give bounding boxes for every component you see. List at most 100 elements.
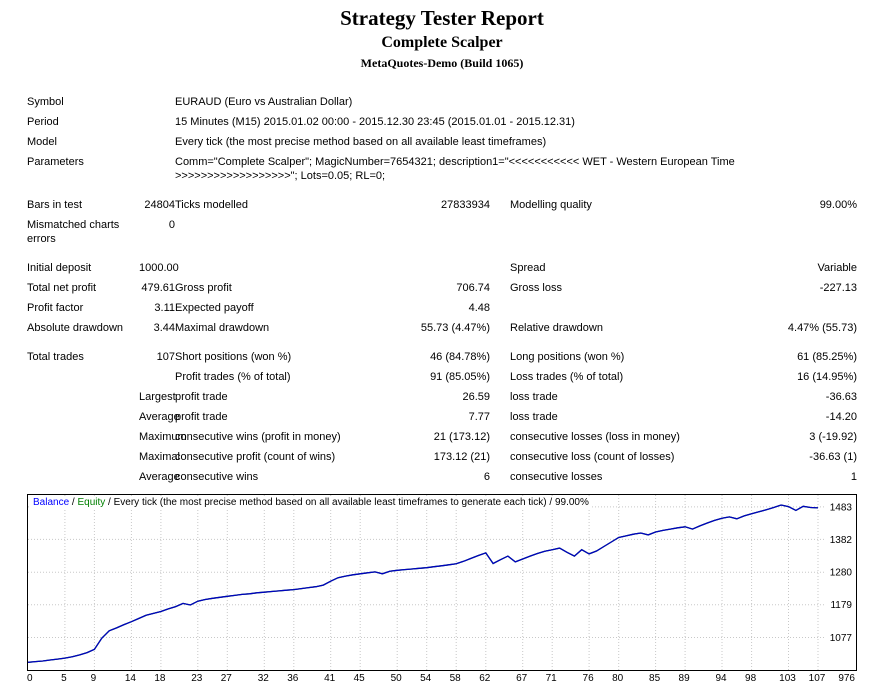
y-axis-label: 1483 bbox=[830, 502, 853, 513]
stat-value: 16 (14.95%) bbox=[797, 371, 857, 383]
x-axis-label: 9 bbox=[90, 673, 97, 684]
stat-value: 61 (85.25%) bbox=[797, 351, 857, 363]
x-axis-label: 14 bbox=[124, 673, 136, 684]
info-row: Symbol EURAUD (Euro vs Australian Dollar) bbox=[27, 92, 857, 112]
info-table: Symbol EURAUD (Euro vs Australian Dollar)… bbox=[27, 92, 857, 186]
x-axis-label: 80 bbox=[612, 673, 624, 684]
stats-row: Profit factor 3.11 Expected payoff 4.48 bbox=[27, 298, 857, 318]
stat-label: consecutive losses bbox=[510, 471, 603, 483]
y-axis-label: 1280 bbox=[830, 568, 853, 579]
report-title: Strategy Tester Report bbox=[340, 6, 544, 30]
stat-label: Relative drawdown bbox=[510, 322, 603, 334]
stats-table-body: Bars in test 24804 Ticks modelled 27833934 M… bbox=[27, 195, 857, 487]
stats-row: Average profit trade 7.77 loss trade -14.20 bbox=[27, 407, 857, 427]
stats-row: Total trades 107 Short positions (won %) 46… bbox=[27, 347, 857, 367]
info-value: Comm="Complete Scalper"; MagicNumber=765… bbox=[175, 156, 735, 182]
stat-value: 1 bbox=[850, 471, 857, 483]
stat-value: -14.20 bbox=[825, 411, 857, 423]
series-line-balance bbox=[28, 504, 819, 663]
x-axis-label: 62 bbox=[479, 673, 491, 684]
stat-label: consecutive profit (count of wins) bbox=[175, 451, 336, 463]
stat-value: 6 bbox=[483, 471, 490, 483]
stats-spacer-row bbox=[27, 338, 857, 347]
stat-label: Maximal drawdown bbox=[175, 322, 270, 334]
stat-label: Gross profit bbox=[175, 282, 232, 294]
stat-label: Ticks modelled bbox=[175, 199, 248, 211]
stat-value bbox=[690, 298, 857, 318]
stat-label: Profit factor bbox=[27, 302, 84, 314]
stat-value: 21 (173.12) bbox=[433, 431, 490, 443]
stat-value: 706.74 bbox=[456, 282, 490, 294]
y-label-bg bbox=[825, 500, 855, 512]
stat-label: loss trade bbox=[510, 411, 558, 423]
legend-description: Every tick (the most precise method base… bbox=[113, 497, 589, 508]
stat-value: 1000.00 bbox=[139, 262, 179, 274]
stats-row: Average consecutive wins 6 consecutive loss… bbox=[27, 467, 857, 487]
x-axis-label: 0 bbox=[27, 673, 33, 684]
y-axis-label: 1179 bbox=[830, 600, 852, 611]
balance-chart: Balance / Equity / Every tick (the most … bbox=[27, 494, 857, 671]
stat-label: Expected payoff bbox=[175, 302, 254, 314]
x-axis-label: 89 bbox=[678, 673, 690, 684]
x-axis-label: 98 bbox=[745, 673, 757, 684]
stat-label: profit trade bbox=[175, 391, 228, 403]
info-label: Parameters bbox=[27, 156, 84, 168]
x-axis-label: 50 bbox=[390, 673, 402, 684]
stats-row: Maximum consecutive wins (profit in money… bbox=[27, 427, 857, 447]
stat-label bbox=[175, 215, 345, 249]
legend-separator-2: / bbox=[105, 497, 114, 508]
stat-label: Initial deposit bbox=[27, 262, 92, 274]
x-axis-label: 76 bbox=[582, 673, 594, 684]
stat-label: Bars in test bbox=[27, 199, 83, 211]
stat-label: Total net profit bbox=[27, 282, 97, 294]
stat-label bbox=[27, 387, 139, 407]
stat-value: 91 (85.05%) bbox=[430, 371, 490, 383]
stats-row: Mismatched charts errors 0 bbox=[27, 215, 857, 249]
stat-value bbox=[345, 258, 490, 278]
stat-value: 3.11 bbox=[154, 302, 175, 314]
y-label-bg bbox=[825, 533, 855, 545]
x-axis-label: 18 bbox=[154, 673, 166, 684]
x-axis-label: 27 bbox=[220, 673, 232, 684]
x-axis-label: 103 bbox=[779, 673, 796, 684]
stat-value: 4.47% (55.73) bbox=[787, 322, 857, 334]
stat-value: Maximal bbox=[139, 451, 180, 463]
stat-value bbox=[690, 215, 857, 249]
y-label-bg bbox=[825, 631, 855, 643]
stat-value: 479.61 bbox=[141, 282, 175, 294]
stat-value bbox=[345, 215, 490, 249]
stat-value: -36.63 bbox=[825, 391, 857, 403]
x-axis-label: 71 bbox=[545, 673, 557, 684]
stats-table: Bars in test 24804 Ticks modelled 27833934 M… bbox=[27, 195, 857, 487]
x-axis-label: 54 bbox=[420, 673, 432, 684]
stat-value: 173.12 (21) bbox=[433, 451, 490, 463]
stat-value: Average bbox=[139, 471, 180, 483]
info-row: Model Every tick (the most precise method… bbox=[27, 132, 857, 152]
series-line-equity bbox=[28, 504, 819, 663]
y-axis-label: 1382 bbox=[830, 535, 853, 546]
stat-label: Profit trades (% of total) bbox=[175, 371, 291, 383]
x-axis-label: 45 bbox=[353, 673, 365, 684]
stat-value: Average bbox=[139, 411, 180, 423]
y-label-bg bbox=[825, 598, 855, 610]
stat-label: Mismatched charts errors bbox=[27, 219, 120, 245]
stat-value: -227.13 bbox=[819, 282, 857, 294]
info-value: Every tick (the most precise method base… bbox=[175, 136, 547, 148]
stat-label: Modelling quality bbox=[510, 199, 592, 211]
stat-label: Spread bbox=[510, 262, 546, 274]
x-axis-label: 94 bbox=[715, 673, 727, 684]
stat-label: Loss trades (% of total) bbox=[510, 371, 624, 383]
legend-separator-1: / bbox=[69, 497, 78, 508]
stat-label bbox=[490, 298, 690, 318]
info-table-body: Symbol EURAUD (Euro vs Australian Dollar)… bbox=[27, 92, 857, 186]
server-build: MetaQuotes-Demo (Build 1065) bbox=[360, 56, 524, 70]
x-axis-label: 5 bbox=[61, 673, 67, 684]
stat-value: -36.63 (1) bbox=[809, 451, 857, 463]
y-label-bg bbox=[825, 566, 855, 578]
stat-label: Total trades bbox=[27, 351, 84, 363]
stats-row: Total net profit 479.61 Gross profit 706.74… bbox=[27, 278, 857, 298]
x-axis-label: 36 bbox=[287, 673, 299, 684]
x-axis-label: 85 bbox=[649, 673, 661, 684]
stat-label bbox=[27, 447, 139, 467]
